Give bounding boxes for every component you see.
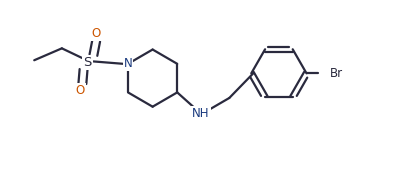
Text: O: O (76, 84, 85, 97)
Text: Br: Br (329, 67, 343, 80)
Text: NH: NH (192, 107, 209, 120)
Text: N: N (124, 57, 132, 70)
Text: S: S (83, 56, 92, 69)
Text: O: O (91, 27, 101, 40)
